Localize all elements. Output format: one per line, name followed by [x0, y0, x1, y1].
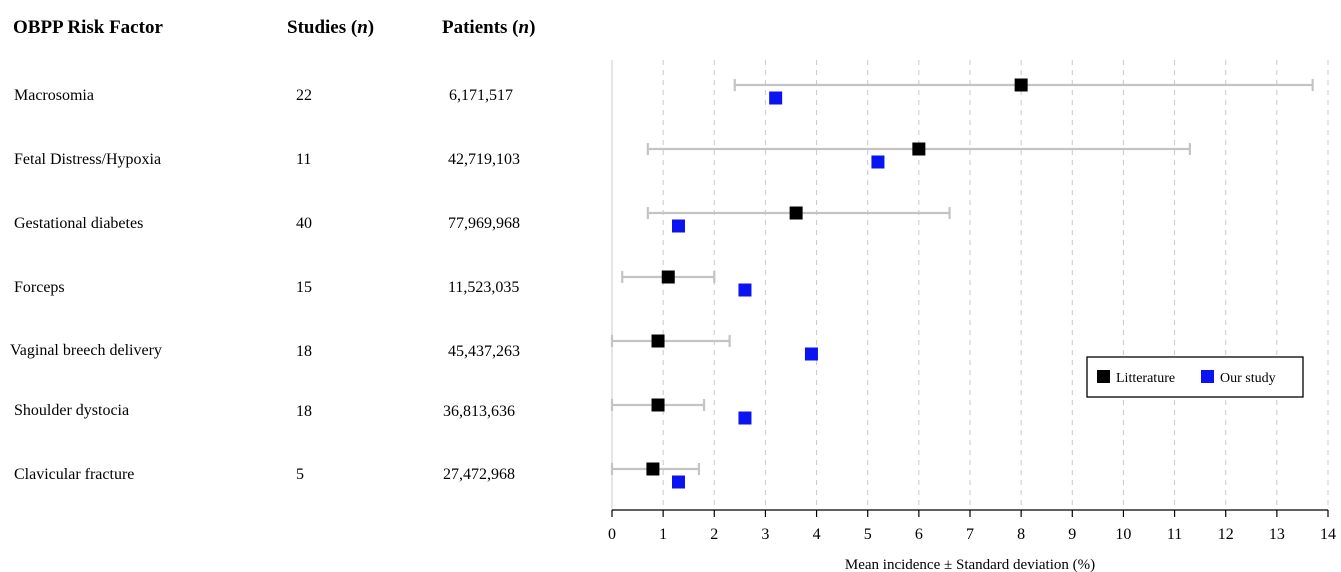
row-factor: Forceps [14, 279, 65, 296]
row-studies: 18 [296, 403, 312, 420]
x-axis-title: Mean incidence ± Standard deviation (%) [845, 557, 1095, 572]
x-tick-label: 13 [1269, 526, 1285, 543]
row-factor: Macrosomia [14, 87, 94, 104]
point-our-study [871, 155, 885, 169]
x-tick-label: 3 [761, 526, 769, 543]
data-marks [610, 78, 1314, 489]
point-our-study [671, 219, 685, 233]
x-ticks: 0 1 2 3 4 5 6 7 8 9 10 11 12 13 14 [608, 510, 1336, 543]
row-patients: 42,719,103 [448, 151, 520, 168]
header-patients: Patients (n) [442, 17, 535, 39]
point-litterature [651, 398, 665, 412]
header-patients-prefix: Patients ( [442, 17, 519, 38]
header-studies: Studies (n) [287, 17, 374, 39]
x-tick-label: 5 [864, 526, 872, 543]
row-patients: 45,437,263 [448, 343, 520, 360]
point-litterature [661, 270, 675, 284]
point-litterature [1014, 78, 1028, 92]
row-factor: Clavicular fracture [14, 466, 135, 483]
x-tick-label: 6 [915, 526, 923, 543]
legend-box [1086, 356, 1304, 398]
x-tick-label: 11 [1167, 526, 1182, 543]
row-factor: Shoulder dystocia [14, 402, 130, 419]
x-tick-label: 12 [1218, 526, 1234, 543]
point-our-study [738, 411, 752, 425]
gridlines [662, 60, 1329, 510]
row-studies: 5 [296, 466, 304, 483]
header-patients-n: n [518, 17, 530, 38]
row-patients: 36,813,636 [443, 403, 515, 420]
point-litterature [789, 206, 803, 220]
x-tick-label: 14 [1320, 526, 1336, 543]
row-patients: 27,472,968 [443, 466, 515, 483]
row-studies: 11 [296, 151, 312, 168]
point-litterature [651, 334, 665, 348]
row-factor: Fetal Distress/Hypoxia [14, 151, 162, 168]
x-tick-label: 2 [710, 526, 718, 543]
x-tick-label: 4 [813, 526, 821, 543]
header-studies-prefix: Studies ( [287, 17, 358, 38]
legend-label-litterature: Litterature [1116, 371, 1175, 386]
header-studies-n: n [357, 17, 368, 38]
row-studies: 40 [296, 215, 312, 232]
row-factor: Gestational diabetes [14, 215, 144, 232]
row-patients: 77,969,968 [448, 215, 520, 232]
legend: Litterature Our study [1086, 356, 1304, 398]
point-our-study [738, 283, 752, 297]
header-risk-factor: OBPP Risk Factor [13, 17, 163, 38]
legend-swatch-litterature [1097, 370, 1110, 383]
point-our-study [804, 347, 818, 361]
row-studies: 22 [296, 87, 312, 104]
point-litterature [646, 462, 660, 476]
x-tick-label: 0 [608, 526, 616, 543]
x-tick-label: 8 [1017, 526, 1025, 543]
x-tick-label: 9 [1068, 526, 1076, 543]
row-studies: 18 [296, 343, 312, 360]
header-studies-suffix: ) [367, 17, 375, 38]
x-tick-label: 1 [659, 526, 667, 543]
row-patients: 6,171,517 [449, 87, 513, 104]
row-patients: 11,523,035 [448, 279, 520, 296]
point-litterature [912, 142, 926, 156]
point-our-study [671, 475, 685, 489]
x-tick-label: 7 [966, 526, 974, 543]
legend-label-our-study: Our study [1220, 371, 1276, 386]
x-tick-label: 10 [1115, 526, 1131, 543]
legend-swatch-our-study [1201, 370, 1214, 383]
point-our-study [769, 91, 783, 105]
row-factor: Vaginal breech delivery [10, 342, 162, 359]
header-patients-suffix: ) [529, 17, 536, 38]
row-studies: 15 [296, 279, 312, 296]
